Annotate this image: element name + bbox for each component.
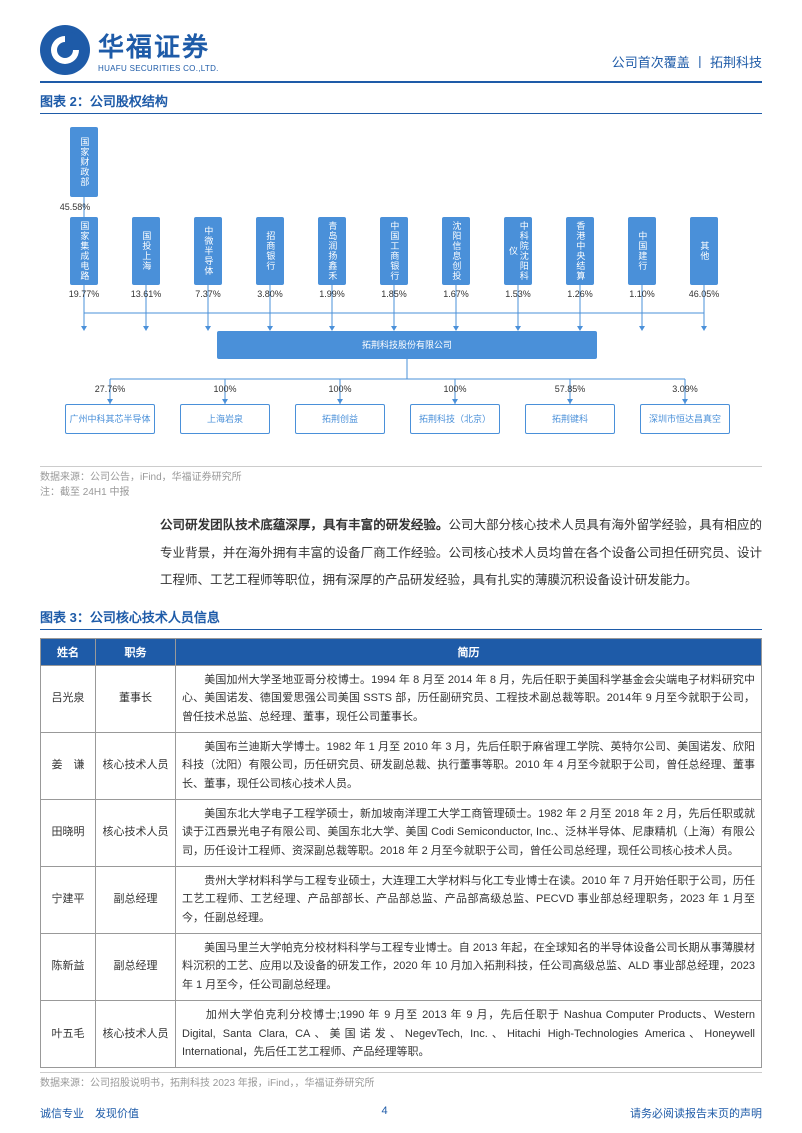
figure3-title: 图表 3：公司核心技术人员信息 [40, 607, 762, 630]
org-node: 中科院沈阳科仪 [504, 217, 532, 285]
footer-page: 4 [381, 1105, 387, 1121]
cell-bio: 美国布兰迪斯大学博士。1982 年 1 月至 2010 年 3 月，先后任职于麻… [176, 732, 762, 799]
cell-role: 核心技术人员 [96, 1000, 176, 1067]
pct-label: 100% [420, 384, 490, 394]
cell-role: 核心技术人员 [96, 732, 176, 799]
paragraph-lead: 公司研发团队技术底蕴深厚，具有丰富的研发经验。 [160, 518, 448, 532]
figure2-source: 数据来源：公司公告，iFind，华福证券研究所 注：截至 24H1 中报 [40, 466, 762, 500]
table-row: 陈新益副总经理 美国马里兰大学帕克分校材料科学与工程专业博士。自 2013 年起… [41, 933, 762, 1000]
org-node: 上海岩泉 [180, 404, 270, 434]
company-logo-icon [40, 25, 90, 75]
org-node: 拓荆创益 [295, 404, 385, 434]
cell-name: 姜 谦 [41, 732, 96, 799]
pct-label: 13.61% [120, 289, 172, 299]
col-name: 姓名 [41, 638, 96, 665]
org-node: 拓荆科技股份有限公司 [217, 331, 597, 359]
cell-role: 核心技术人员 [96, 799, 176, 866]
pct-label: 1.10% [616, 289, 668, 299]
pct-label: 27.76% [75, 384, 145, 394]
org-node: 香港中央结算 [566, 217, 594, 285]
pct-label: 1.53% [492, 289, 544, 299]
table-row: 宁建平副总经理 贵州大学材料科学与工程专业硕士，大连理工大学材料与化工专业博士在… [41, 866, 762, 933]
pct-label: 100% [190, 384, 260, 394]
col-role: 职务 [96, 638, 176, 665]
org-node: 中国工商银行 [380, 217, 408, 285]
cell-name: 吕光泉 [41, 665, 96, 732]
org-node: 招商银行 [256, 217, 284, 285]
pct-label: 100% [305, 384, 375, 394]
figure2-title: 图表 2：公司股权结构 [40, 91, 762, 114]
ownership-chart: 国家财政部 45.58% 国家集成电路 19.77% 国投上海 13.61% 中微半导体 7.… [40, 122, 762, 462]
header-subtitle: 公司首次覆盖 丨 拓荆科技 [612, 52, 762, 75]
pct-label: 1.67% [430, 289, 482, 299]
org-node: 国投上海 [132, 217, 160, 285]
figure3-source: 数据来源：公司招股说明书，拓荆科技 2023 年报，iFind，，华福证券研究所 [40, 1072, 762, 1091]
pct-label: 7.37% [182, 289, 234, 299]
personnel-table: 姓名 职务 简历 吕光泉董事长 美国加州大学圣地亚哥分校博士。1994 年 8 … [40, 638, 762, 1068]
pct-label: 1.26% [554, 289, 606, 299]
cell-bio: 美国马里兰大学帕克分校材料科学与工程专业博士。自 2013 年起，在全球知名的半… [176, 933, 762, 1000]
org-node: 国家集成电路 [70, 217, 98, 285]
page-header: 华福证券 HUAFU SECURITIES CO.,LTD. 公司首次覆盖 丨 … [40, 25, 762, 83]
page-footer: 诚信专业 发现价值 4 请务必阅读报告末页的声明 [40, 1105, 762, 1121]
cell-role: 董事长 [96, 665, 176, 732]
cell-name: 陈新益 [41, 933, 96, 1000]
cell-name: 田晓明 [41, 799, 96, 866]
table-row: 吕光泉董事长 美国加州大学圣地亚哥分校博士。1994 年 8 月至 2014 年… [41, 665, 762, 732]
cell-name: 叶五毛 [41, 1000, 96, 1067]
org-node: 广州中科其芯半导体 [65, 404, 155, 434]
org-node: 拓荆键科 [525, 404, 615, 434]
footer-left: 诚信专业 发现价值 [40, 1105, 139, 1121]
body-paragraph: 公司研发团队技术底蕴深厚，具有丰富的研发经验。公司大部分核心技术人员具有海外留学… [160, 512, 762, 595]
pct-label: 46.05% [678, 289, 730, 299]
pct-label: 57.85% [535, 384, 605, 394]
logo-block: 华福证券 HUAFU SECURITIES CO.,LTD. [40, 25, 219, 75]
cell-name: 宁建平 [41, 866, 96, 933]
org-node: 沈阳信息创投 [442, 217, 470, 285]
table-row: 姜 谦核心技术人员 美国布兰迪斯大学博士。1982 年 1 月至 2010 年 … [41, 732, 762, 799]
col-bio: 简历 [176, 638, 762, 665]
table-row: 田晓明核心技术人员 美国东北大学电子工程学硕士，新加坡南洋理工大学工商管理硕士。… [41, 799, 762, 866]
org-node: 中微半导体 [194, 217, 222, 285]
cell-role: 副总经理 [96, 933, 176, 1000]
figure2-source-line2: 注：截至 24H1 中报 [40, 487, 129, 498]
cell-bio: 贵州大学材料科学与工程专业硕士，大连理工大学材料与化工专业博士在读。2010 年… [176, 866, 762, 933]
pct-label: 1.99% [306, 289, 358, 299]
pct-label: 1.85% [368, 289, 420, 299]
cell-bio: 美国加州大学圣地亚哥分校博士。1994 年 8 月至 2014 年 8 月，先后… [176, 665, 762, 732]
footer-right: 请务必阅读报告末页的声明 [630, 1105, 762, 1121]
pct-label: 3.09% [650, 384, 720, 394]
table-row: 叶五毛核心技术人员 加州大学伯克利分校博士;1990 年 9 月至 2013 年… [41, 1000, 762, 1067]
org-node: 深圳市恒达昌真空 [640, 404, 730, 434]
company-name-en: HUAFU SECURITIES CO.,LTD. [98, 64, 219, 73]
org-node: 拓荆科技（北京） [410, 404, 500, 434]
pct-label: 45.58% [50, 202, 100, 212]
cell-bio: 加州大学伯克利分校博士;1990 年 9 月至 2013 年 9 月，先后任职于… [176, 1000, 762, 1067]
company-name-cn: 华福证券 [98, 27, 219, 64]
cell-bio: 美国东北大学电子工程学硕士，新加坡南洋理工大学工商管理硕士。1982 年 2 月… [176, 799, 762, 866]
cell-role: 副总经理 [96, 866, 176, 933]
org-node: 其他 [690, 217, 718, 285]
org-node: 国家财政部 [70, 127, 98, 197]
org-node: 青岛润扬鑫禾 [318, 217, 346, 285]
org-node: 中国建行 [628, 217, 656, 285]
figure2-source-line1: 数据来源：公司公告，iFind，华福证券研究所 [40, 472, 242, 483]
pct-label: 3.80% [244, 289, 296, 299]
pct-label: 19.77% [58, 289, 110, 299]
